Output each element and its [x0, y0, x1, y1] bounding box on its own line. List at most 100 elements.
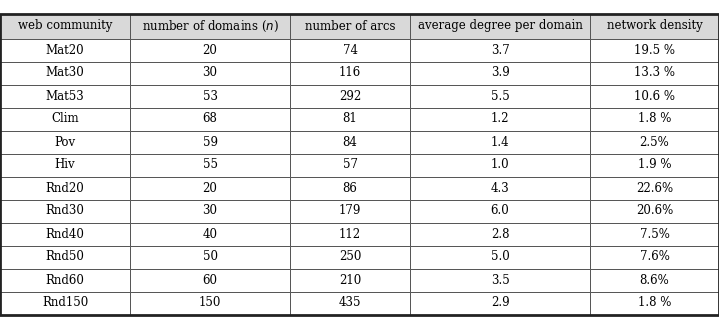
- Text: Rnd20: Rnd20: [45, 181, 84, 195]
- Bar: [410, 269, 590, 292]
- Text: Clim: Clim: [51, 113, 79, 126]
- Bar: [590, 245, 719, 269]
- Text: 250: 250: [339, 251, 361, 263]
- Bar: [410, 222, 590, 245]
- Text: Mat30: Mat30: [45, 67, 84, 79]
- Text: 1.0: 1.0: [490, 158, 509, 172]
- Bar: [0, 13, 130, 38]
- Text: 59: 59: [203, 135, 218, 149]
- Bar: [290, 245, 410, 269]
- Bar: [0, 176, 130, 199]
- Text: 435: 435: [339, 297, 361, 310]
- Text: 7.6%: 7.6%: [640, 251, 669, 263]
- Text: 2.5%: 2.5%: [640, 135, 669, 149]
- Text: 13.3 %: 13.3 %: [634, 67, 675, 79]
- Bar: [290, 108, 410, 131]
- Text: Rnd50: Rnd50: [45, 251, 84, 263]
- Text: 8.6%: 8.6%: [640, 274, 669, 286]
- Text: 10.6 %: 10.6 %: [634, 90, 675, 102]
- Text: 1.8 %: 1.8 %: [638, 113, 672, 126]
- Bar: [290, 85, 410, 108]
- Text: 40: 40: [203, 228, 218, 240]
- Text: Hiv: Hiv: [55, 158, 75, 172]
- Bar: [590, 131, 719, 154]
- Text: Pov: Pov: [55, 135, 75, 149]
- Bar: [410, 154, 590, 176]
- Bar: [410, 62, 590, 85]
- Bar: [590, 38, 719, 62]
- Text: 292: 292: [339, 90, 361, 102]
- Text: 5.5: 5.5: [490, 90, 509, 102]
- Bar: [0, 245, 130, 269]
- Text: 7.5%: 7.5%: [640, 228, 669, 240]
- Bar: [130, 13, 290, 38]
- Bar: [290, 154, 410, 176]
- Bar: [0, 85, 130, 108]
- Bar: [590, 154, 719, 176]
- Bar: [290, 131, 410, 154]
- Text: 1.4: 1.4: [490, 135, 509, 149]
- Bar: [130, 292, 290, 315]
- Bar: [590, 292, 719, 315]
- Bar: [130, 131, 290, 154]
- Bar: [410, 131, 590, 154]
- Text: 30: 30: [203, 67, 218, 79]
- Text: 81: 81: [343, 113, 357, 126]
- Text: Rnd40: Rnd40: [45, 228, 84, 240]
- Text: 1.8 %: 1.8 %: [638, 297, 672, 310]
- Bar: [130, 38, 290, 62]
- Bar: [130, 222, 290, 245]
- Bar: [0, 222, 130, 245]
- Bar: [410, 38, 590, 62]
- Text: Rnd30: Rnd30: [45, 204, 84, 217]
- Bar: [130, 85, 290, 108]
- Text: web community: web community: [18, 19, 112, 32]
- Text: 22.6%: 22.6%: [636, 181, 673, 195]
- Bar: [590, 85, 719, 108]
- Bar: [410, 108, 590, 131]
- Text: 3.9: 3.9: [490, 67, 509, 79]
- Text: 68: 68: [203, 113, 217, 126]
- Text: 4.3: 4.3: [490, 181, 509, 195]
- Bar: [0, 38, 130, 62]
- Bar: [130, 176, 290, 199]
- Bar: [0, 108, 130, 131]
- Text: 30: 30: [203, 204, 218, 217]
- Text: 1.9 %: 1.9 %: [638, 158, 672, 172]
- Text: Mat20: Mat20: [46, 44, 84, 56]
- Bar: [410, 85, 590, 108]
- Text: 60: 60: [203, 274, 218, 286]
- Text: 3.7: 3.7: [490, 44, 509, 56]
- Text: 50: 50: [203, 251, 218, 263]
- Bar: [290, 199, 410, 222]
- Text: 53: 53: [203, 90, 218, 102]
- Text: 2.8: 2.8: [491, 228, 509, 240]
- Text: 86: 86: [342, 181, 357, 195]
- Text: 74: 74: [342, 44, 357, 56]
- Text: 5.0: 5.0: [490, 251, 509, 263]
- Text: 210: 210: [339, 274, 361, 286]
- Bar: [410, 13, 590, 38]
- Bar: [410, 176, 590, 199]
- Bar: [0, 292, 130, 315]
- Text: 20: 20: [203, 44, 217, 56]
- Bar: [590, 176, 719, 199]
- Bar: [410, 199, 590, 222]
- Text: 116: 116: [339, 67, 361, 79]
- Bar: [290, 292, 410, 315]
- Text: network density: network density: [607, 19, 702, 32]
- Bar: [590, 269, 719, 292]
- Text: 20: 20: [203, 181, 217, 195]
- Bar: [0, 154, 130, 176]
- Bar: [130, 62, 290, 85]
- Bar: [590, 13, 719, 38]
- Bar: [290, 269, 410, 292]
- Text: 3.5: 3.5: [490, 274, 509, 286]
- Bar: [590, 199, 719, 222]
- Bar: [0, 62, 130, 85]
- Bar: [590, 108, 719, 131]
- Text: 2.9: 2.9: [490, 297, 509, 310]
- Text: 179: 179: [339, 204, 361, 217]
- Bar: [290, 62, 410, 85]
- Bar: [130, 154, 290, 176]
